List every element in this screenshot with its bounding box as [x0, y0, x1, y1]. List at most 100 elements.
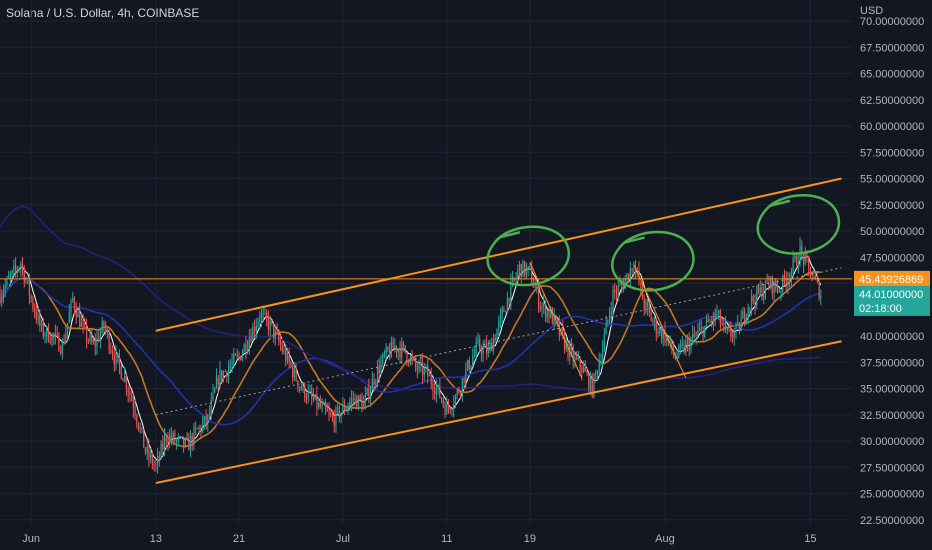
- candle-body: [196, 428, 199, 430]
- price-tick-label: 40.00000000: [860, 331, 924, 343]
- price-tick-label: 70.00000000: [860, 16, 924, 28]
- candle-body: [626, 273, 628, 280]
- candle-body: [243, 344, 245, 353]
- candle-body: [653, 320, 656, 323]
- candle-body: [550, 309, 552, 318]
- candle-body: [151, 454, 153, 465]
- annotations: [0, 177, 852, 484]
- candle-body: [598, 362, 600, 374]
- price-tick-label: 60.00000000: [860, 121, 924, 133]
- candle-body: [789, 279, 791, 281]
- candle-body: [602, 348, 604, 362]
- candle-body: [110, 349, 112, 352]
- candle-body: [8, 277, 10, 279]
- candle-body: [444, 404, 446, 415]
- price-tick-label: 30.00000000: [860, 436, 924, 448]
- time-tick-label: Jul: [336, 533, 350, 545]
- highlight-circle: [756, 194, 841, 255]
- candle-body: [811, 277, 813, 279]
- candle-body: [553, 314, 555, 325]
- candle-body: [349, 402, 351, 407]
- candle-body: [13, 265, 15, 271]
- candle-body: [366, 387, 368, 395]
- candle-body: [792, 258, 794, 271]
- price-tick-label: 47.50000000: [860, 252, 924, 264]
- candle-body: [685, 342, 687, 353]
- candle-body: [66, 323, 69, 333]
- candle-body: [202, 423, 204, 432]
- candle-body: [494, 338, 496, 341]
- candle-body: [324, 403, 327, 410]
- candle-body: [411, 357, 413, 359]
- candle-body: [776, 287, 779, 292]
- candle-body: [328, 411, 330, 414]
- candle-body: [364, 394, 366, 403]
- time-tick-label: 15: [804, 533, 816, 545]
- price-axis-unit: USD: [860, 5, 883, 17]
- candle-body: [666, 337, 668, 342]
- candle-body: [16, 269, 18, 271]
- candle-body: [273, 323, 275, 338]
- candle-body: [60, 351, 62, 354]
- price-axis[interactable]: USD 22.50000000 25.00000000 27.50000000 30.0…: [852, 0, 932, 550]
- candle-body: [799, 245, 801, 264]
- candle-body: [809, 267, 812, 278]
- candle-body: [714, 313, 716, 318]
- candle-body: [754, 301, 756, 306]
- candle-body: [434, 391, 436, 395]
- last-price-tag: [854, 285, 930, 316]
- candle-body: [693, 334, 696, 337]
- candle-body: [177, 436, 179, 440]
- candle-body: [460, 392, 462, 394]
- candle-body: [628, 273, 630, 280]
- candle-body: [191, 435, 193, 445]
- candle-body: [68, 312, 70, 324]
- time-axis-background: [0, 525, 932, 550]
- candle-body: [740, 318, 742, 332]
- candle-body: [72, 298, 74, 301]
- candle-body: [655, 320, 657, 334]
- candle-body: [510, 281, 512, 303]
- candle-body: [492, 338, 495, 352]
- time-axis[interactable]: Jun 13 21 Jul 11 19 Aug 15: [0, 525, 932, 550]
- candle-body: [21, 263, 24, 268]
- candle-body: [340, 412, 342, 419]
- last-price-text: 44.01000000: [859, 289, 923, 301]
- candle-body: [40, 323, 43, 326]
- candle-body: [531, 266, 533, 284]
- candle-body: [738, 323, 741, 332]
- candle-body: [285, 350, 287, 362]
- candle-body: [188, 438, 190, 451]
- candle-body: [524, 261, 526, 276]
- candle-body: [520, 263, 522, 277]
- highlight-circle: [611, 230, 695, 292]
- candle-body: [600, 361, 602, 363]
- candle-body: [640, 283, 642, 285]
- candle-body: [749, 307, 751, 309]
- candle-body: [54, 333, 57, 337]
- candle-body: [621, 283, 623, 285]
- countdown-text: 02:18:00: [859, 303, 902, 315]
- candle-body: [101, 321, 103, 333]
- candle-body: [361, 399, 363, 410]
- candle-body: [51, 333, 53, 343]
- candle-body: [768, 282, 770, 287]
- candle-body: [690, 339, 692, 351]
- candle-body: [487, 347, 489, 354]
- candle-body: [395, 345, 398, 353]
- candle-body: [11, 270, 13, 276]
- candle-body: [730, 329, 732, 337]
- candle-body: [37, 314, 39, 320]
- candle-body: [816, 278, 818, 282]
- candle-body: [224, 371, 226, 373]
- candle-body: [80, 322, 82, 327]
- candle-body: [82, 322, 84, 325]
- candle-body: [257, 321, 259, 327]
- candle-body: [574, 356, 576, 362]
- candle-body: [724, 322, 727, 328]
- candle-body: [198, 426, 200, 429]
- candle-body: [162, 443, 164, 449]
- candle-body: [605, 322, 607, 335]
- time-tick-label: Aug: [655, 533, 675, 545]
